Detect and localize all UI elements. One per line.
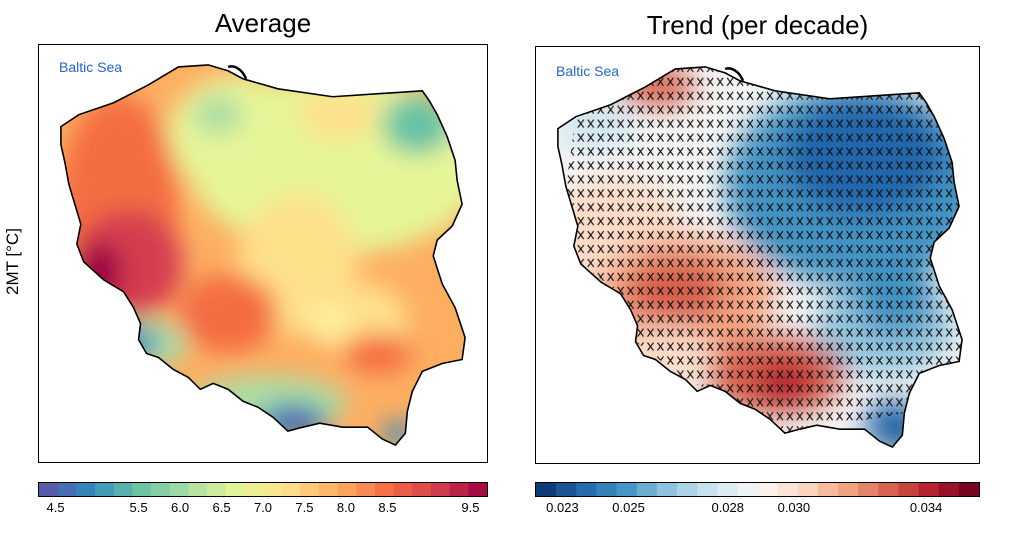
colorbar-trend-segment xyxy=(616,483,638,496)
map-trend: Baltic Sea xyxy=(535,46,980,464)
significance-hatching xyxy=(565,66,963,434)
colorbar-average-segment xyxy=(76,483,96,496)
colorbar-average-segment xyxy=(207,483,227,496)
panel-title-trend: Trend (per decade) xyxy=(646,10,869,40)
colorbar-average-segment xyxy=(281,483,301,496)
hel-peninsula-right xyxy=(724,67,745,82)
y-axis-label: 2MT [°C] xyxy=(3,228,22,295)
colorbar-average-tick-label: 8.0 xyxy=(336,500,355,515)
colorbar-trend-segment xyxy=(878,483,899,496)
colorbar-average-segment xyxy=(113,483,133,496)
hel-peninsula-left xyxy=(227,65,248,80)
colorbar-average-segment xyxy=(412,483,432,496)
colorbar-average-tick-label: 7.0 xyxy=(253,500,273,515)
colorbar-average-tick-label: 8.5 xyxy=(378,500,397,515)
colorbar-trend-segment xyxy=(958,483,979,496)
colorbar-trend-segment xyxy=(817,483,839,496)
colorbar-trend-segment xyxy=(636,483,658,496)
sea-label-left: Baltic Sea xyxy=(59,59,123,75)
colorbar-average-tick-label: 5.5 xyxy=(129,500,148,515)
colorbar-trend-segment xyxy=(536,483,557,496)
colorbar-trend-segment xyxy=(697,483,718,496)
colorbar-trend-segment xyxy=(596,483,617,496)
colorbar-average-segment xyxy=(375,483,395,496)
colorbar-average-segment xyxy=(319,483,339,496)
colorbar-average-segment xyxy=(393,483,413,496)
colorbar-average-segment xyxy=(95,483,115,496)
map-average-svg xyxy=(60,64,466,447)
colorbar-trend-tick-label: 0.030 xyxy=(777,500,811,515)
colorbar-average-tick-label: 6.5 xyxy=(212,500,231,515)
panel-title-average: Average xyxy=(214,8,312,38)
colorbar-average-segment xyxy=(169,483,189,496)
colorbar-average-segment xyxy=(431,483,451,496)
country-outline-right xyxy=(557,66,963,449)
colorbar-average-segment xyxy=(468,483,487,496)
colorbar-trend-segment xyxy=(576,483,597,496)
map-average: Baltic Sea xyxy=(38,44,488,463)
colorbar-trend-tick-label: 0.023 xyxy=(546,500,579,515)
colorbar-trend-tick-label: 0.034 xyxy=(909,500,943,515)
colorbar-trend-segment xyxy=(858,483,879,496)
colorbar-average xyxy=(38,482,488,497)
colorbar-average-segment xyxy=(132,483,152,496)
colorbar-trend-tick-label: 0.025 xyxy=(612,500,645,515)
colorbar-average-tick-label: 9.5 xyxy=(461,500,480,515)
colorbar-average-gradient xyxy=(39,483,487,496)
colorbar-trend-segment xyxy=(556,483,577,496)
colorbar-trend-segment xyxy=(898,483,919,496)
colorbar-average-tick-label: 6.0 xyxy=(170,500,190,515)
country-outline-left xyxy=(60,64,466,447)
colorbar-average-segment xyxy=(244,483,264,496)
colorbar-average-segment xyxy=(151,483,171,496)
colorbar-average-segment xyxy=(263,483,283,496)
colorbar-trend-segment xyxy=(757,483,779,496)
colorbar-average-segment xyxy=(449,483,469,496)
colorbar-trend-segment xyxy=(737,483,758,496)
colorbar-trend-segment xyxy=(797,483,819,496)
colorbar-trend-gradient xyxy=(536,483,979,496)
colorbar-average-segment xyxy=(188,483,208,496)
colorbar-average-segment xyxy=(225,483,245,496)
map-trend-svg xyxy=(557,66,963,449)
colorbar-average-segment xyxy=(337,483,357,496)
colorbar-trend-tick-label: 0.028 xyxy=(711,500,745,515)
colorbar-trend-segment xyxy=(838,483,859,496)
colorbar-average-tick-label: 4.5 xyxy=(46,500,65,515)
colorbar-trend-segment xyxy=(717,483,738,496)
colorbar-trend-segment xyxy=(918,483,940,496)
colorbar-trend-segment xyxy=(656,483,678,496)
sea-label-right: Baltic Sea xyxy=(556,63,620,79)
colorbar-trend-segment xyxy=(938,483,960,496)
colorbar-average-segment xyxy=(356,483,376,496)
colorbar-average-segment xyxy=(300,483,320,496)
colorbar-average-tick-label: 7.5 xyxy=(295,500,314,515)
colorbar-trend xyxy=(535,482,980,497)
colorbar-average-segment xyxy=(57,483,77,496)
colorbar-trend-segment xyxy=(676,483,698,496)
colorbar-average-segment xyxy=(39,483,59,496)
colorbar-trend-segment xyxy=(777,483,799,496)
